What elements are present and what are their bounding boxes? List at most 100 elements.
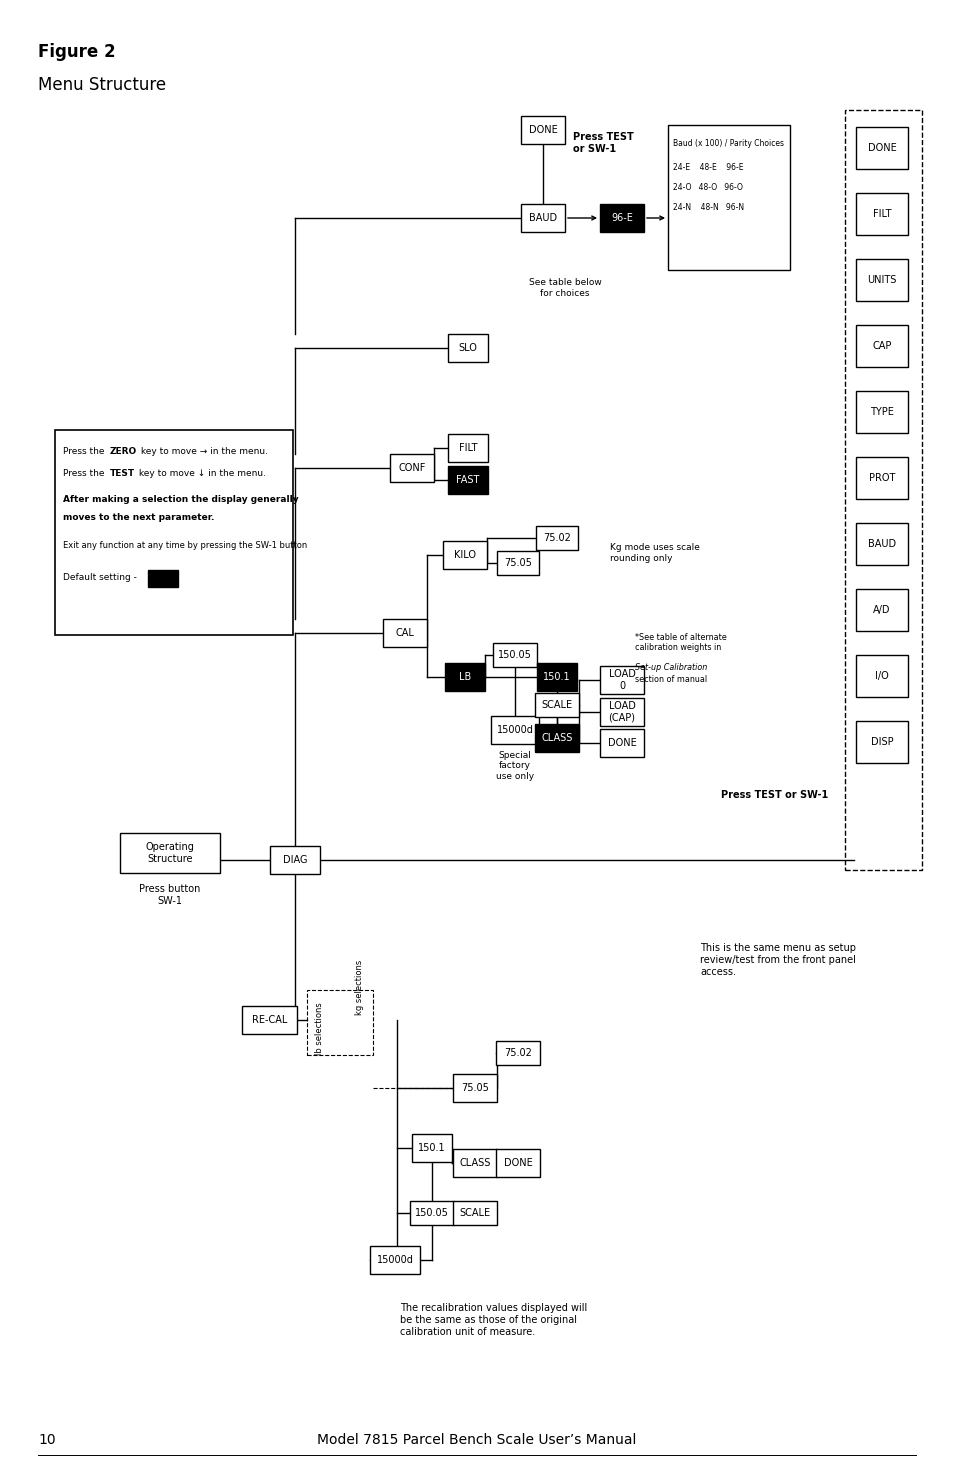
Text: PROT: PROT (868, 473, 894, 482)
Text: RE-CAL: RE-CAL (252, 1015, 288, 1025)
Text: key to move → in the menu.: key to move → in the menu. (138, 447, 268, 456)
Bar (55, 431, 293, 636)
Text: LOAD
(CAP): LOAD (CAP) (608, 701, 635, 723)
Text: KILO: KILO (454, 550, 476, 560)
Text: 150.1: 150.1 (417, 1143, 445, 1153)
Text: DONE: DONE (528, 125, 557, 136)
Bar (855, 589, 907, 631)
Text: SCALE: SCALE (459, 1208, 490, 1218)
Text: DISP: DISP (870, 738, 892, 746)
Text: A/D: A/D (872, 605, 890, 615)
Text: Baud (x 100) / Parity Choices: Baud (x 100) / Parity Choices (672, 139, 783, 148)
Text: Default setting -: Default setting - (63, 574, 136, 583)
Bar (120, 833, 220, 873)
Text: 15000d: 15000d (497, 726, 533, 735)
Text: 24-E    48-E    96-E: 24-E 48-E 96-E (672, 162, 742, 171)
Text: 150.05: 150.05 (415, 1208, 449, 1218)
Text: Press the: Press the (63, 447, 108, 456)
Bar (599, 204, 643, 232)
Text: LB: LB (458, 673, 471, 681)
Text: 75.02: 75.02 (542, 532, 570, 543)
Text: LOAD
0: LOAD 0 (608, 670, 635, 690)
Bar (535, 693, 578, 717)
Text: BAUD: BAUD (867, 538, 895, 549)
Text: 75.05: 75.05 (503, 558, 532, 568)
Text: CAL: CAL (395, 628, 414, 639)
Text: Kg mode uses scale
rounding only: Kg mode uses scale rounding only (609, 543, 700, 562)
Text: Press button
SW-1: Press button SW-1 (139, 884, 200, 906)
Text: 15000d: 15000d (376, 1255, 413, 1266)
Text: 150.1: 150.1 (542, 673, 570, 681)
Text: The recalibration values displayed will
be the same as those of the original
cal: The recalibration values displayed will … (399, 1304, 587, 1336)
Bar (520, 117, 564, 145)
Text: Model 7815 Parcel Bench Scale User’s Manual: Model 7815 Parcel Bench Scale User’s Man… (317, 1434, 636, 1447)
Text: 150.05: 150.05 (497, 650, 532, 659)
Bar (442, 541, 486, 569)
Text: This is the same menu as setup
review/test from the front panel
access.: This is the same menu as setup review/te… (700, 944, 855, 976)
Text: CLASS: CLASS (458, 1158, 490, 1168)
Text: Set-up Calibration: Set-up Calibration (635, 664, 706, 673)
Text: UNITS: UNITS (866, 274, 896, 285)
Bar (855, 324, 907, 367)
Bar (448, 434, 488, 462)
Bar (855, 721, 907, 763)
Text: Press the: Press the (63, 469, 108, 478)
Bar (599, 667, 643, 695)
Bar (491, 715, 538, 743)
Bar (844, 111, 921, 870)
Bar (242, 1006, 297, 1034)
Bar (444, 662, 484, 690)
Bar (148, 569, 178, 587)
Text: FILT: FILT (872, 209, 890, 218)
Bar (855, 457, 907, 499)
Text: section of manual: section of manual (635, 676, 706, 684)
Text: 24-O   48-O   96-O: 24-O 48-O 96-O (672, 183, 742, 192)
Bar (370, 1246, 419, 1274)
Bar (493, 643, 537, 667)
Text: 96-E: 96-E (611, 212, 632, 223)
Text: key to move ↓ in the menu.: key to move ↓ in the menu. (136, 469, 266, 478)
Bar (453, 1149, 497, 1177)
Bar (855, 391, 907, 434)
Bar (667, 125, 789, 270)
Text: BAUD: BAUD (528, 212, 557, 223)
Bar (855, 127, 907, 170)
Text: Special
factory
use only: Special factory use only (496, 751, 534, 780)
Bar (448, 333, 488, 361)
Text: DONE: DONE (866, 143, 896, 153)
Bar (855, 655, 907, 698)
Text: DONE: DONE (607, 738, 636, 748)
Text: ZERO: ZERO (110, 447, 137, 456)
Bar (855, 524, 907, 565)
Text: TEST: TEST (110, 469, 135, 478)
Bar (535, 724, 578, 752)
Text: I/O: I/O (874, 671, 888, 681)
Bar (855, 193, 907, 235)
Bar (599, 729, 643, 757)
Text: See table below
for choices: See table below for choices (528, 279, 600, 298)
Text: Press TEST or SW-1: Press TEST or SW-1 (720, 791, 828, 799)
Text: 10: 10 (38, 1434, 55, 1447)
Text: *See table of alternate
calibration weights in: *See table of alternate calibration weig… (635, 633, 726, 662)
Text: FAST: FAST (456, 475, 479, 485)
Text: Menu Structure: Menu Structure (38, 77, 166, 94)
Text: moves to the next parameter.: moves to the next parameter. (63, 513, 214, 522)
Text: 75.02: 75.02 (503, 1049, 532, 1058)
Bar (520, 204, 564, 232)
Bar (270, 847, 319, 875)
Bar (497, 552, 538, 575)
Text: After making a selection the display generally: After making a selection the display gen… (63, 496, 298, 504)
Bar (496, 1041, 539, 1065)
Bar (412, 1134, 452, 1162)
Text: TYPE: TYPE (869, 407, 893, 417)
Bar (537, 662, 577, 690)
Bar (496, 1149, 539, 1177)
Text: Exit any function at any time by pressing the SW-1 button: Exit any function at any time by pressin… (63, 541, 307, 550)
Bar (453, 1074, 497, 1102)
Bar (410, 1201, 454, 1226)
Text: CONF: CONF (398, 463, 425, 473)
Bar (307, 990, 373, 1055)
Bar (390, 454, 434, 482)
Bar (453, 1201, 497, 1226)
Bar (448, 466, 488, 494)
